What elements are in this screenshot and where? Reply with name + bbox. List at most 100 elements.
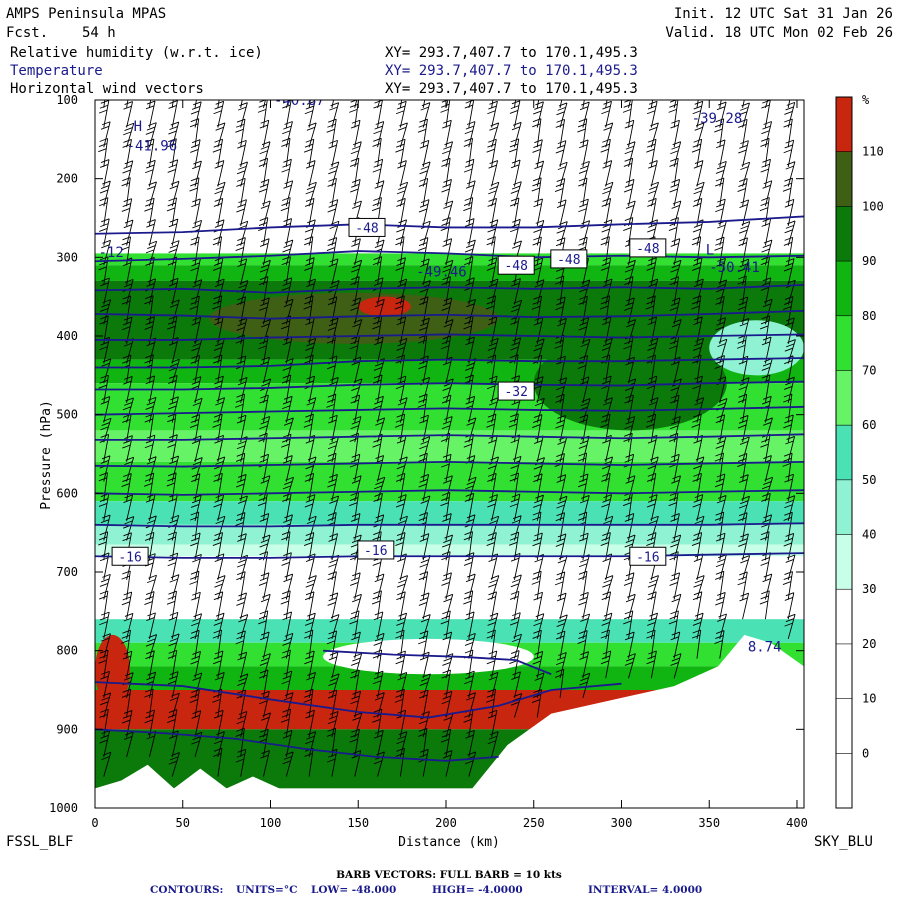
wind-barb xyxy=(121,688,132,718)
wind-barb xyxy=(191,219,203,246)
wind-barb xyxy=(100,670,110,698)
wind-barb xyxy=(397,515,408,541)
wind-barb xyxy=(121,198,133,226)
wind-barb xyxy=(420,220,431,246)
wind-barb xyxy=(260,475,271,502)
wind-barb xyxy=(215,122,226,148)
wind-barb xyxy=(579,651,589,679)
wind-barb xyxy=(304,257,315,285)
wind-barb xyxy=(646,650,657,679)
contour-annotation: H xyxy=(134,119,142,135)
wind-barb xyxy=(372,256,383,285)
barb-note: BARB VECTORS: FULL BARB = 10 kts xyxy=(336,869,562,881)
temperature-contour-7 xyxy=(95,405,804,416)
x-tick-label: 400 xyxy=(786,816,808,830)
y-tick-label: 800 xyxy=(56,644,78,658)
wind-barb xyxy=(577,473,589,502)
wind-barb xyxy=(282,751,294,777)
wind-barb xyxy=(602,553,613,580)
svg-text:-48: -48 xyxy=(636,242,659,257)
wind-barb xyxy=(397,672,408,698)
wind-barb xyxy=(145,240,158,266)
wind-barb xyxy=(235,393,246,423)
wind-barb xyxy=(397,553,407,580)
wind-barb xyxy=(486,629,496,659)
colorbar-swatch xyxy=(836,698,852,754)
wind-barb xyxy=(100,514,111,541)
wind-barb xyxy=(646,257,657,285)
wind-barb xyxy=(577,511,588,541)
wind-barb xyxy=(395,236,405,266)
wind-barb xyxy=(646,629,656,659)
wind-barb xyxy=(624,513,635,541)
wind-barb xyxy=(784,613,796,639)
wind-barb xyxy=(420,495,431,521)
wind-barb xyxy=(716,279,728,305)
wind-barb xyxy=(350,297,361,325)
wind-barb xyxy=(509,472,519,502)
wind-barb xyxy=(555,393,565,423)
wind-barb xyxy=(692,100,704,128)
wind-barb xyxy=(350,179,361,207)
wind-barb xyxy=(533,219,545,246)
wind-barb xyxy=(169,299,180,325)
wind-barb xyxy=(213,354,223,384)
wind-barb xyxy=(468,100,472,108)
wind-barb xyxy=(329,614,340,639)
wind-barb xyxy=(349,100,359,128)
wind-barb xyxy=(350,653,363,679)
colorbar-swatch xyxy=(836,370,852,426)
temperature-contour-8 xyxy=(95,433,804,441)
wind-barb xyxy=(260,200,271,226)
x-tick-label: 300 xyxy=(611,816,633,830)
wind-barb xyxy=(374,180,385,207)
wind-barb xyxy=(145,396,157,423)
wind-barb xyxy=(121,570,131,600)
wind-barb xyxy=(327,199,339,226)
wind-barb xyxy=(487,316,498,344)
wind-barb xyxy=(282,100,292,128)
colorbar: 0 10 20 30 40 50 60 70 80 90 100 110 xyxy=(835,96,884,809)
contour-annotation: -12 xyxy=(99,245,124,261)
wind-barb xyxy=(123,494,134,521)
wind-barb xyxy=(372,137,382,167)
wind-barb xyxy=(533,101,544,128)
wind-barb xyxy=(485,688,496,718)
wind-barb xyxy=(600,295,611,325)
wind-barb xyxy=(281,670,293,698)
colorbar-swatch xyxy=(836,534,852,590)
contours-interval: INTERVAL= 4.0000 xyxy=(588,884,702,896)
contours-label: CONTOURS: xyxy=(150,884,223,896)
wind-barb xyxy=(168,100,178,128)
wind-barb xyxy=(554,668,565,698)
wind-barb xyxy=(442,513,452,541)
wind-barb xyxy=(98,472,108,502)
wind-barb xyxy=(171,100,174,108)
wind-barb xyxy=(191,457,203,482)
colorbar-tick-label: 100 xyxy=(862,199,884,213)
wind-barb xyxy=(692,198,703,226)
wind-barb xyxy=(214,160,225,187)
wind-barb xyxy=(556,495,568,521)
x-tick-label: 50 xyxy=(176,816,190,830)
wind-barb xyxy=(647,316,658,344)
wind-barb xyxy=(691,236,702,266)
wind-barb xyxy=(533,338,545,364)
wind-barb xyxy=(281,395,293,423)
field-rh-name: Relative humidity (w.r.t. ice) xyxy=(10,45,263,61)
wind-barb xyxy=(647,575,659,600)
wind-barb xyxy=(240,100,243,108)
temperature-contour-4 xyxy=(95,333,804,341)
wind-barb xyxy=(442,631,453,659)
wind-barb xyxy=(350,416,362,443)
contour-annotation: -40.87 xyxy=(274,93,325,109)
wind-barb xyxy=(623,572,635,600)
wind-barb xyxy=(168,396,179,423)
wind-barb xyxy=(714,473,726,502)
wind-barb xyxy=(257,100,268,128)
wind-barb xyxy=(670,238,681,266)
wind-barb xyxy=(419,161,431,187)
wind-barb xyxy=(464,277,475,305)
wind-barb xyxy=(443,475,453,502)
wind-barb xyxy=(124,456,135,482)
